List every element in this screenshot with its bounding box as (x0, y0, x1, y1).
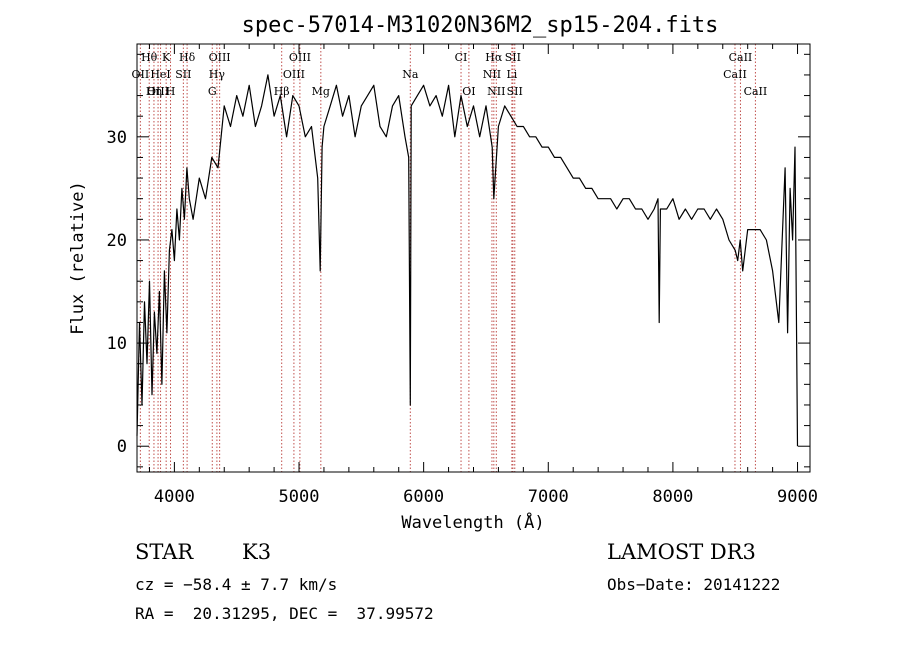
x-tick-label: 7000 (528, 487, 569, 507)
spectral-line-label: HeI (150, 68, 170, 81)
x-tick-label: 9000 (777, 487, 818, 507)
spectral-line-labels: HθOIIOIIIHηHeIKHSIIHδGHγOIIIHβOIIIOIIIMg… (132, 51, 768, 98)
spectral-line-label: CaII (723, 68, 747, 81)
x-tick-label: 8000 (652, 487, 693, 507)
y-tick-label: 30 (107, 128, 127, 148)
spectral-line-label: Hγ (209, 68, 226, 81)
x-tick-label: 5000 (279, 487, 320, 507)
object-class: STAR (135, 540, 194, 564)
spectral-line-label: Hθ (141, 51, 158, 64)
spectral-line-label: Hη (146, 85, 162, 98)
spectral-line-label: Hδ (179, 51, 196, 64)
spectral-line-label: Na (402, 68, 419, 81)
spectral-line-label: CaII (729, 51, 753, 64)
spectral-line-label: OIII (289, 51, 311, 64)
x-axis-label: Wavelength (Å) (401, 511, 544, 533)
spectral-line-label: SII (507, 85, 523, 98)
y-tick-label: 0 (117, 437, 127, 457)
series-layer (136, 74, 799, 447)
spectral-line-label: OIII (283, 68, 305, 81)
x-tick-label: 6000 (403, 487, 444, 507)
y-tick-label: 20 (107, 231, 127, 251)
spectral-line-label: G (208, 85, 217, 98)
coordinates-text: RA = 20.31295, DEC = 37.99572 (135, 604, 434, 623)
redshift-text: cz = −58.4 ± 7.7 km/s (135, 575, 338, 594)
spectral-line-label: OIII (209, 51, 231, 64)
spectral-line-label: OI (462, 85, 475, 98)
x-tick-label: 4000 (154, 487, 195, 507)
spectral-line-label: Li (506, 68, 517, 81)
spectral-line-label: Hα (485, 51, 503, 64)
spectral-line-label: NII (487, 85, 505, 98)
spectral-line-label: SII (175, 68, 191, 81)
spectral-line-label: Mg (312, 85, 330, 98)
spectral-line-label: Hβ (274, 85, 290, 98)
object-subclass: K3 (242, 540, 272, 564)
spectral-line-label: K (162, 51, 171, 64)
spectral-line-label: CaII (744, 85, 768, 98)
spectral-line-markers (139, 44, 756, 472)
axis-ticks: 4000 5000 6000 7000 8000 9000 0 10 20 30 (107, 44, 818, 507)
spectrum-chart: spec-57014-M31020N36M2_sp15-204.fits Hθ O… (68, 13, 818, 533)
observation-date: Obs−Date: 20141222 (607, 575, 781, 594)
y-tick-label: 10 (107, 334, 127, 354)
spectral-line-label: H (166, 85, 176, 98)
y-axis-label: Flux (relative) (68, 181, 88, 335)
chart-title: spec-57014-M31020N36M2_sp15-204.fits (242, 13, 719, 38)
spectral-line-label: OIII (147, 85, 169, 98)
spectral-line-label: NII (483, 68, 501, 81)
survey-name: LAMOST DR3 (607, 540, 756, 564)
spectral-line-label: CI (455, 51, 468, 64)
spectrum-line (136, 74, 799, 447)
spectral-line-label: SII (505, 51, 521, 64)
